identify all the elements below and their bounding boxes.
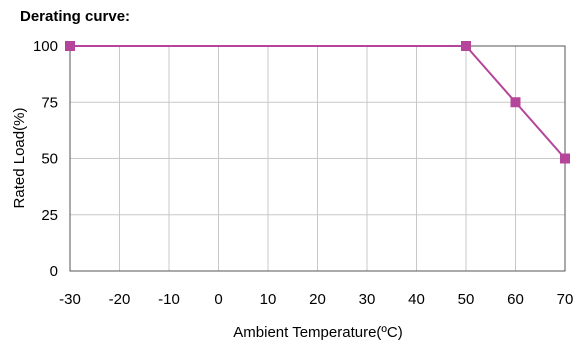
y-tick-label: 50	[41, 151, 58, 168]
data-point	[461, 41, 471, 51]
y-tick-label: 25	[41, 207, 58, 224]
x-tick-labels: -30 -20 -10 0 10 20 30 40 50 60 70	[59, 291, 573, 308]
data-point	[510, 97, 521, 108]
grid	[70, 46, 565, 271]
data-point	[65, 41, 75, 51]
x-tick-label: 50	[458, 291, 475, 308]
series-group	[65, 41, 570, 164]
y-tick-labels: 0 25 50 75 100	[33, 38, 58, 280]
y-tick-label: 75	[41, 94, 58, 111]
x-tick-label: 70	[557, 291, 574, 308]
x-tick-label: 0	[214, 291, 222, 308]
x-tick-label: -20	[109, 291, 131, 308]
series-line	[70, 45, 566, 160]
x-tick-label: -10	[158, 291, 180, 308]
x-tick-label: 20	[309, 291, 326, 308]
x-axis-label: Ambient Temperature(ºC)	[233, 324, 402, 341]
x-tick-label: -30	[59, 291, 81, 308]
x-tick-label: 30	[359, 291, 376, 308]
data-point	[560, 153, 570, 164]
y-axis-label: Rated Load(%)	[11, 108, 28, 209]
y-tick-label: 0	[50, 263, 58, 280]
y-tick-label: 100	[33, 38, 58, 55]
x-tick-label: 40	[408, 291, 425, 308]
x-tick-label: 10	[260, 291, 277, 308]
x-tick-label: 60	[507, 291, 524, 308]
chart-title: Derating curve:	[20, 8, 131, 25]
